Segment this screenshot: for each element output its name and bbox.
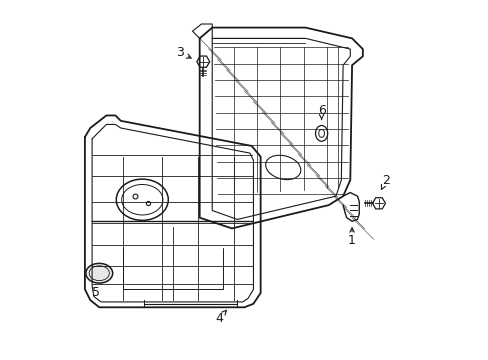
Text: 1: 1 [347,234,355,247]
Text: 2: 2 [382,174,389,186]
Text: 4: 4 [215,311,223,325]
Text: 5: 5 [92,287,100,300]
Text: 3: 3 [176,46,183,59]
Text: 6: 6 [317,104,325,117]
Ellipse shape [85,264,112,283]
